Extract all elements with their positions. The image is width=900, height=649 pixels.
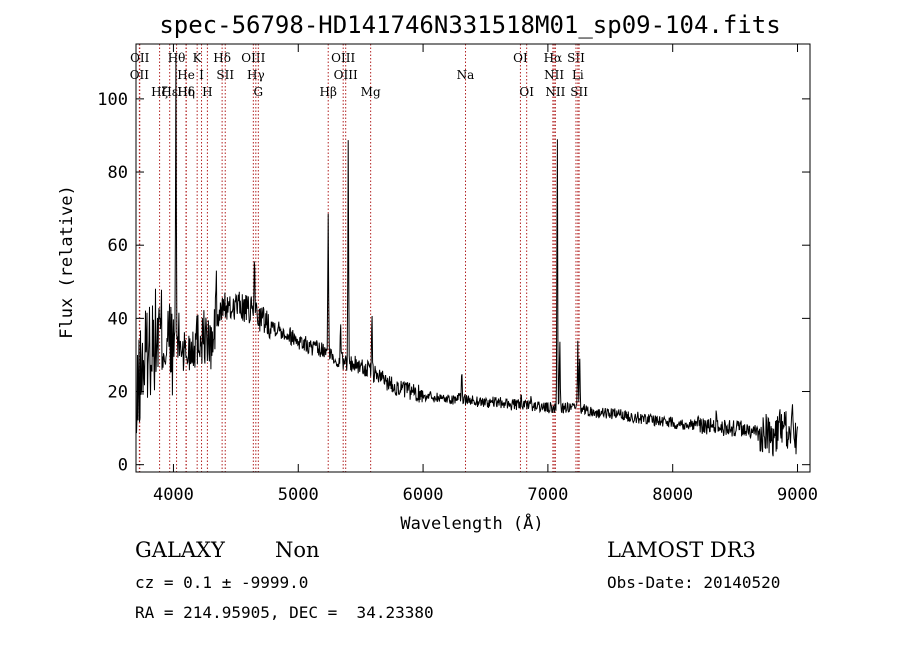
x-tick-label: 8000 (652, 485, 693, 505)
y-tick-label: 40 (108, 309, 128, 329)
x-axis-ticks: 4000 5000 6000 7000 8000 9000 (153, 44, 818, 505)
spectrum-trace (135, 56, 798, 457)
spectral-line-label: SII (567, 51, 585, 65)
obs-date-text: Obs-Date: 20140520 (607, 573, 781, 592)
spectral-line-label: H (202, 85, 212, 99)
x-axis-label: Wavelength (Å) (400, 512, 543, 534)
chart-title: spec-56798-HD141746N331518M01_sp09-104.f… (159, 11, 780, 39)
spectral-line-label: Hθ (168, 51, 186, 65)
spectral-line-label: Mg (361, 85, 381, 99)
spectral-line-label: Hα (544, 51, 563, 65)
y-tick-label: 20 (108, 383, 128, 403)
spectral-line-label: OIII (334, 68, 358, 82)
spectral-line-label: OIII (241, 51, 265, 65)
object-class-label: GALAXY (135, 538, 225, 562)
x-tick-label: 7000 (527, 485, 568, 505)
y-axis-ticks: 0 20 40 60 80 100 (97, 90, 810, 476)
y-axis-label: Flux (relative) (57, 185, 77, 339)
spectral-line-label: SII (570, 85, 588, 99)
object-subclass-label: Non (275, 538, 320, 562)
x-tick-label: 4000 (153, 485, 194, 505)
spectral-line-label: I (199, 68, 204, 82)
survey-label: LAMOST DR3 (607, 538, 756, 562)
spectral-line-label: Hδ (213, 51, 231, 65)
spectral-line-label: OI (513, 51, 528, 65)
spectral-line-label: Hγ (247, 68, 265, 82)
spectral-line-label: K (193, 51, 203, 65)
x-tick-label: 6000 (403, 485, 444, 505)
plot-frame (135, 43, 811, 473)
y-tick-label: 60 (108, 236, 128, 256)
y-tick-label: 0 (118, 456, 128, 476)
spectral-line-label: Hε (161, 85, 178, 99)
spectral-line-label: Hζ (151, 85, 168, 99)
spectral-line-label: Hη (177, 85, 195, 99)
spectral-line-label: SII (216, 68, 234, 82)
spectral-line-label: NII (544, 68, 564, 82)
spectral-line-label: OIII (331, 51, 355, 65)
spectrum-line (135, 56, 798, 457)
spectral-line-label: OI (519, 85, 534, 99)
spectral-line-label: Hδ (177, 85, 195, 99)
spectral-line-label: OII (130, 68, 150, 82)
spectral-line-label: OII (130, 51, 150, 65)
x-tick-label: 9000 (777, 485, 818, 505)
coordinates-text: RA = 214.95905, DEC = 34.23380 (135, 603, 434, 622)
spectral-line-label: NII (545, 85, 565, 99)
redshift-text: cz = 0.1 ± -9999.0 (135, 573, 309, 592)
y-tick-label: 80 (108, 163, 128, 183)
spectral-line-label: Li (572, 68, 584, 82)
spectral-line-label: He (177, 68, 195, 82)
y-tick-label: 100 (97, 90, 128, 110)
x-tick-label: 5000 (278, 485, 319, 505)
spectral-line-label: Hβ (320, 85, 337, 99)
spectral-line-label: G (254, 85, 264, 99)
spectral-line-label: Na (457, 68, 475, 82)
